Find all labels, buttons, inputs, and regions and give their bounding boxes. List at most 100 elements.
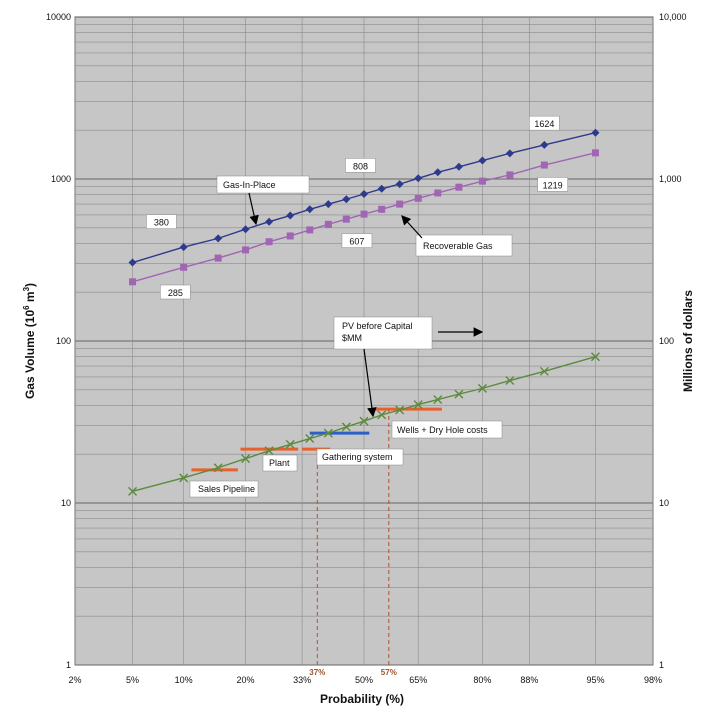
data-point — [455, 183, 463, 191]
data-series: 380 808 1624 285 607 1219 — [128, 115, 600, 496]
data-point — [265, 238, 273, 246]
data-point — [477, 383, 487, 393]
svg-text:Plant: Plant — [269, 458, 290, 468]
x-tick-label: 88% — [520, 675, 538, 685]
svg-text:Sales Pipeline: Sales Pipeline — [198, 484, 255, 494]
y-tick-label-right: 10,000 — [659, 12, 687, 22]
reference-line-label: 37% — [309, 668, 325, 677]
data-point — [377, 184, 386, 193]
data-point — [264, 446, 274, 456]
data-point — [454, 389, 464, 399]
sales-pipeline-callout: Sales Pipeline — [189, 480, 259, 498]
data-label-box — [160, 284, 191, 300]
data-point — [414, 174, 423, 183]
data-point — [128, 486, 138, 496]
data-point — [591, 128, 600, 137]
x-tick-label: 2% — [68, 675, 81, 685]
data-point — [286, 211, 295, 220]
x-tick-label: 80% — [473, 675, 491, 685]
y-tick-label-right: 1,000 — [659, 174, 682, 184]
data-point — [359, 416, 369, 426]
pv-before-capital-callout: PV before Capital $MM — [333, 316, 433, 350]
data-label: 808 — [345, 158, 376, 173]
wells-dry-hole-callout: Wells + Dry Hole costs — [391, 420, 503, 439]
plant-callout: Plant — [262, 454, 298, 472]
data-point — [265, 217, 274, 226]
data-label-box — [345, 158, 376, 173]
x-tick-label: 33% — [293, 675, 311, 685]
data-point — [286, 232, 294, 240]
x-tick-label: 95% — [586, 675, 604, 685]
data-point — [241, 454, 251, 464]
data-label-text: 808 — [353, 161, 368, 171]
x-tick-label: 65% — [409, 675, 427, 685]
data-point — [342, 195, 351, 204]
data-point — [414, 194, 422, 202]
pv-down-arrow — [363, 348, 377, 418]
data-point — [396, 200, 404, 208]
y-tick-label-right: 10 — [659, 498, 669, 508]
recoverable-gas-callout: Recoverable Gas — [415, 234, 513, 257]
data-point — [324, 200, 333, 209]
data-point — [360, 210, 368, 218]
data-point — [395, 180, 404, 189]
y-axis-label-left: Gas Volume (106 m3) — [22, 283, 37, 399]
recoverable-gas-arrow — [401, 215, 423, 239]
y-tick-label-right: 1 — [659, 660, 664, 670]
svg-text:Recoverable Gas: Recoverable Gas — [423, 241, 493, 251]
x-tick-label: 10% — [175, 675, 193, 685]
data-label-box — [537, 177, 568, 192]
reference-line-label: 57% — [381, 668, 397, 677]
y-tick-label-left: 1000 — [51, 174, 71, 184]
data-point — [378, 205, 386, 213]
data-point — [433, 168, 442, 177]
data-label: 1624 — [529, 115, 560, 131]
x-tick-label: 20% — [237, 675, 255, 685]
data-point — [360, 189, 368, 198]
data-point — [179, 473, 189, 483]
data-point — [454, 162, 463, 171]
data-point — [213, 463, 223, 473]
data-label-box — [341, 233, 373, 248]
svg-text:Wells + Dry Hole costs: Wells + Dry Hole costs — [397, 425, 488, 435]
data-point — [395, 405, 405, 415]
gathering-system-callout: Gathering system — [316, 448, 404, 466]
data-label-text: 380 — [154, 218, 169, 228]
data-label: 285 — [160, 284, 191, 300]
data-point — [129, 278, 137, 286]
data-point — [341, 422, 351, 432]
data-point — [306, 226, 314, 234]
data-label-text: 1624 — [534, 119, 554, 129]
data-point — [128, 258, 137, 267]
data-label-text: 285 — [168, 288, 183, 298]
data-point — [478, 156, 487, 165]
data-point — [506, 171, 514, 179]
x-tick-label: 50% — [355, 675, 373, 685]
data-point — [478, 177, 486, 185]
data-label-text: 607 — [349, 237, 364, 247]
data-point — [180, 263, 188, 271]
data-point — [214, 254, 222, 262]
y-tick-label-left: 10000 — [46, 12, 71, 22]
data-point — [214, 234, 223, 243]
data-point — [377, 410, 387, 420]
data-label: 380 — [146, 214, 177, 229]
data-label-box — [146, 214, 177, 229]
axes: 2% 5% 10% 20% 33% 50% 65% 80% 88% 95% 98% 1 1 10 10 100… — [46, 12, 687, 685]
data-point — [505, 376, 515, 386]
y-tick-label-right: 100 — [659, 336, 674, 346]
data-point — [413, 400, 423, 410]
x-axis-label: Probability (%) — [320, 692, 404, 706]
data-point — [433, 395, 443, 405]
data-point — [540, 161, 548, 169]
data-point — [179, 243, 188, 252]
y-axis-label-right: Millions of dollars — [681, 290, 695, 392]
data-point — [242, 246, 250, 254]
data-point — [305, 205, 314, 214]
data-point — [285, 439, 295, 449]
data-point — [590, 352, 600, 362]
data-point — [434, 189, 442, 197]
data-label: 607 — [341, 233, 373, 248]
data-point — [505, 149, 514, 158]
